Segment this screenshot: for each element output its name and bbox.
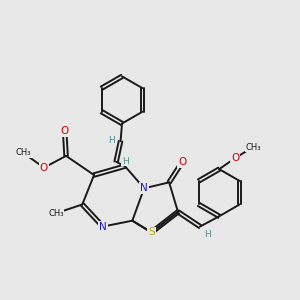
Text: O: O bbox=[178, 157, 187, 167]
Text: N: N bbox=[140, 183, 148, 193]
Text: H: H bbox=[108, 136, 115, 145]
Text: O: O bbox=[231, 153, 239, 163]
Text: H: H bbox=[204, 230, 211, 239]
Text: CH₃: CH₃ bbox=[48, 209, 64, 218]
Text: O: O bbox=[61, 126, 69, 136]
Text: H: H bbox=[122, 157, 129, 166]
Text: CH₃: CH₃ bbox=[16, 148, 31, 158]
Text: CH₃: CH₃ bbox=[245, 142, 261, 152]
Text: S: S bbox=[148, 227, 155, 237]
Text: N: N bbox=[99, 222, 107, 232]
Text: O: O bbox=[40, 163, 48, 173]
